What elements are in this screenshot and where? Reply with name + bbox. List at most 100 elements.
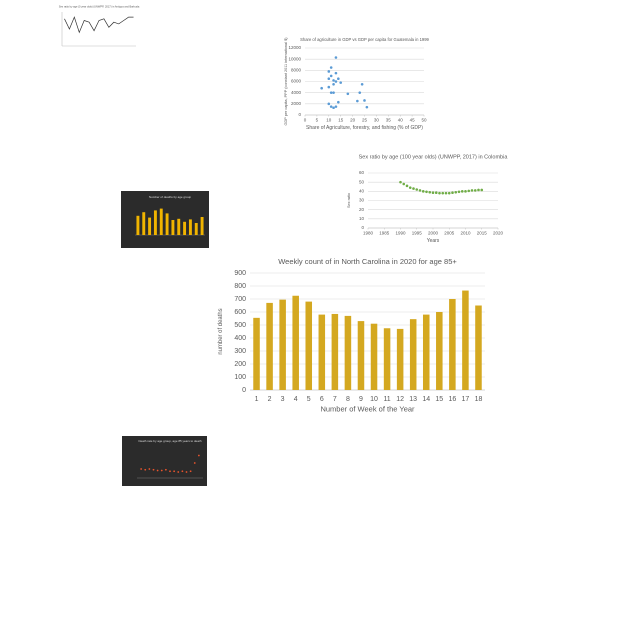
y-tick-label: 200	[234, 361, 246, 368]
point	[434, 191, 438, 195]
point	[156, 469, 159, 472]
point	[428, 190, 432, 194]
bar	[396, 328, 404, 390]
point	[447, 191, 451, 195]
point	[431, 191, 435, 195]
bar	[357, 321, 365, 390]
bar	[292, 295, 299, 390]
bar	[171, 220, 175, 235]
x-tick-label: 1980	[363, 231, 374, 236]
chart-title: Share of agriculture in GDP vs GDP per c…	[300, 37, 429, 42]
point	[334, 71, 338, 75]
x-tick-label: 15	[338, 118, 344, 123]
point	[444, 191, 448, 195]
bar	[177, 218, 181, 235]
x-tick-label: 10	[370, 396, 378, 403]
point	[140, 468, 143, 470]
point	[399, 180, 402, 184]
chart-title: Sex ratio by age (0 year olds) (UNWPP, 2…	[59, 5, 140, 9]
y-tick-label: 700	[234, 296, 246, 303]
point	[337, 77, 340, 81]
point	[332, 106, 335, 110]
y-tick-label: 60	[359, 170, 365, 175]
x-tick-label: 2010	[460, 231, 471, 236]
y-tick-label: 500	[234, 322, 246, 329]
x-tick-label: 7	[333, 396, 337, 403]
y-tick-label: 900	[234, 270, 246, 277]
bar	[436, 312, 443, 390]
y-tick-label: 40	[359, 189, 365, 194]
point	[329, 105, 333, 108]
y-tick-label: 10000	[288, 56, 301, 61]
point	[464, 190, 467, 193]
chart-title: Sex ratio by age (100 year olds) (UNWPP,…	[359, 154, 509, 160]
point	[365, 105, 369, 109]
bar	[165, 213, 169, 235]
bar	[305, 301, 313, 390]
x-tick-label: 2005	[444, 231, 455, 236]
point	[425, 190, 428, 194]
y-tick-label: 0	[242, 387, 246, 394]
point	[405, 184, 409, 188]
bar	[370, 323, 378, 390]
x-tick-label: 25	[362, 118, 368, 123]
point	[467, 189, 471, 193]
point	[160, 469, 163, 472]
point	[193, 462, 196, 464]
x-tick-label: 13	[409, 396, 417, 403]
bar	[253, 317, 260, 390]
x-axis-label: Years	[427, 238, 440, 244]
x-tick-label: 30	[374, 118, 380, 123]
point	[415, 188, 419, 191]
bar	[266, 302, 273, 390]
x-tick-label: 10	[326, 118, 332, 123]
point	[334, 80, 338, 83]
x-tick-label: 9	[359, 396, 363, 403]
x-tick-label: 35	[386, 118, 392, 123]
chart-title: Weekly count of in North Carolina in 202…	[278, 257, 457, 266]
point	[332, 91, 335, 94]
point	[332, 79, 335, 82]
chart-background	[122, 436, 207, 486]
point	[332, 82, 335, 86]
point	[337, 100, 340, 104]
x-tick-label: 2020	[493, 231, 504, 236]
bar	[383, 328, 391, 390]
point	[177, 471, 180, 473]
y-tick-label: 50	[359, 179, 365, 184]
point	[360, 82, 364, 86]
y-tick-label: 400	[234, 335, 246, 342]
bar	[183, 221, 187, 235]
point	[327, 85, 331, 89]
point	[197, 454, 200, 457]
x-tick-label: 45	[410, 118, 416, 123]
bar	[200, 217, 204, 235]
y-tick-label: 800	[234, 283, 246, 290]
x-tick-label: 2000	[428, 231, 439, 236]
bar	[279, 299, 286, 390]
point	[480, 188, 484, 192]
point	[451, 191, 454, 195]
point	[339, 81, 343, 84]
chart-title: Number of deaths by age group	[149, 195, 192, 199]
x-tick-label: 4	[294, 396, 298, 403]
point	[346, 92, 350, 96]
point	[408, 186, 412, 189]
point	[189, 470, 192, 473]
x-tick-label: 11	[383, 396, 390, 403]
point	[185, 471, 188, 473]
point	[470, 189, 474, 192]
point	[173, 470, 176, 473]
point	[412, 187, 415, 190]
point	[320, 86, 323, 90]
chart-title: Death rate by age group, age 85 years to…	[138, 439, 201, 443]
x-tick-label: 1990	[395, 231, 406, 236]
point	[144, 468, 147, 471]
x-tick-label: 2	[268, 396, 272, 403]
point	[334, 105, 338, 108]
y-tick-label: 8000	[291, 68, 302, 73]
x-tick-label: 50	[421, 118, 427, 123]
x-tick-label: 3	[281, 396, 285, 403]
point	[148, 468, 151, 470]
bar	[159, 208, 163, 235]
